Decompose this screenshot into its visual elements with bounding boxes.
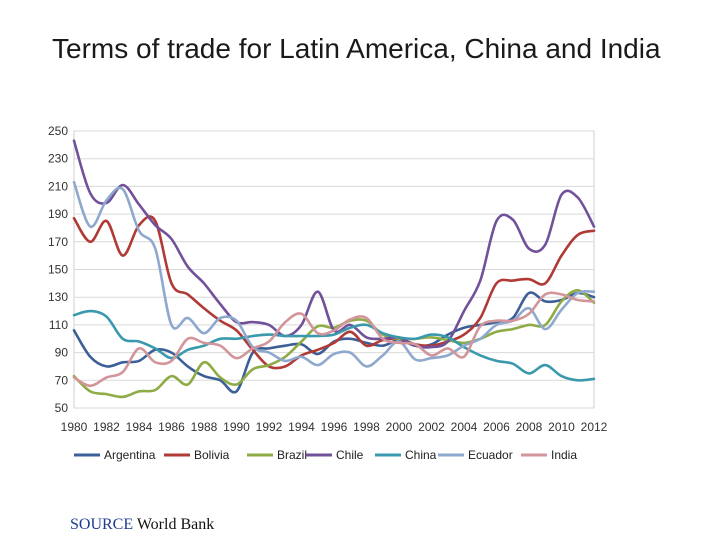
x-tick-label-2002: 2002 (418, 420, 445, 434)
series-lines (72, 139, 596, 399)
legend-label-argentina: Argentina (104, 448, 156, 462)
gridlines (74, 130, 594, 409)
source-label: SOURCE (70, 516, 134, 533)
series-line-china (72, 309, 596, 382)
y-tick-label-210: 210 (48, 179, 68, 193)
x-tick-label-1980: 1980 (61, 420, 88, 434)
y-tick-label-70: 70 (55, 373, 69, 387)
page-title: Terms of trade for Latin America, China … (52, 33, 661, 64)
legend: Argentina Bolivia Brazil Chile China Ecuador I… (74, 448, 577, 462)
x-tick-label-2004: 2004 (451, 420, 478, 434)
x-tick-label-1984: 1984 (126, 420, 153, 434)
y-tick-label-150: 150 (48, 263, 68, 277)
y-tick-label-130: 130 (48, 290, 68, 304)
x-tick-label-1982: 1982 (93, 420, 120, 434)
x-tick-label-2006: 2006 (483, 420, 510, 434)
x-tick-label-1992: 1992 (256, 420, 283, 434)
x-tick-label-2000: 2000 (386, 420, 413, 434)
series-line-brazil (72, 289, 596, 399)
x-tick-label-1990: 1990 (223, 420, 250, 434)
y-tick-label-50: 50 (55, 401, 69, 415)
y-tick-label-190: 190 (48, 207, 68, 221)
x-tick-label-1988: 1988 (191, 420, 218, 434)
y-tick-label-170: 170 (48, 235, 68, 249)
series-line-india (72, 291, 596, 388)
x-tick-label-1986: 1986 (158, 420, 185, 434)
legend-label-chile: Chile (336, 448, 364, 462)
legend-label-china: China (405, 448, 437, 462)
x-tick-label-2010: 2010 (548, 420, 575, 434)
x-tick-label-1994: 1994 (288, 420, 315, 434)
y-tick-label-230: 230 (48, 152, 68, 166)
series-line-bolivia (72, 215, 596, 370)
y-tick-label-110: 110 (49, 318, 68, 332)
y-tick-label-90: 90 (55, 346, 69, 360)
y-tick-label-250: 250 (48, 124, 68, 138)
legend-label-ecuador: Ecuador (468, 448, 513, 462)
x-tick-label-1996: 1996 (321, 420, 348, 434)
source-text: World Bank (136, 516, 215, 533)
x-tick-label-2008: 2008 (516, 420, 543, 434)
x-tick-label-2012: 2012 (581, 420, 608, 434)
x-tick-label-1998: 1998 (353, 420, 380, 434)
legend-label-bolivia: Bolivia (194, 448, 230, 462)
legend-label-india: India (551, 448, 577, 462)
x-axis: 1980 1982 1984 1986 1988 1990 1992 1994 1996 1998… (61, 420, 608, 434)
source-note: SOURCE World Bank (70, 516, 214, 534)
legend-label-brazil: Brazil (277, 448, 307, 462)
y-axis: 50 70 90 110 130 150 170 190 210 230 250 (48, 124, 68, 415)
